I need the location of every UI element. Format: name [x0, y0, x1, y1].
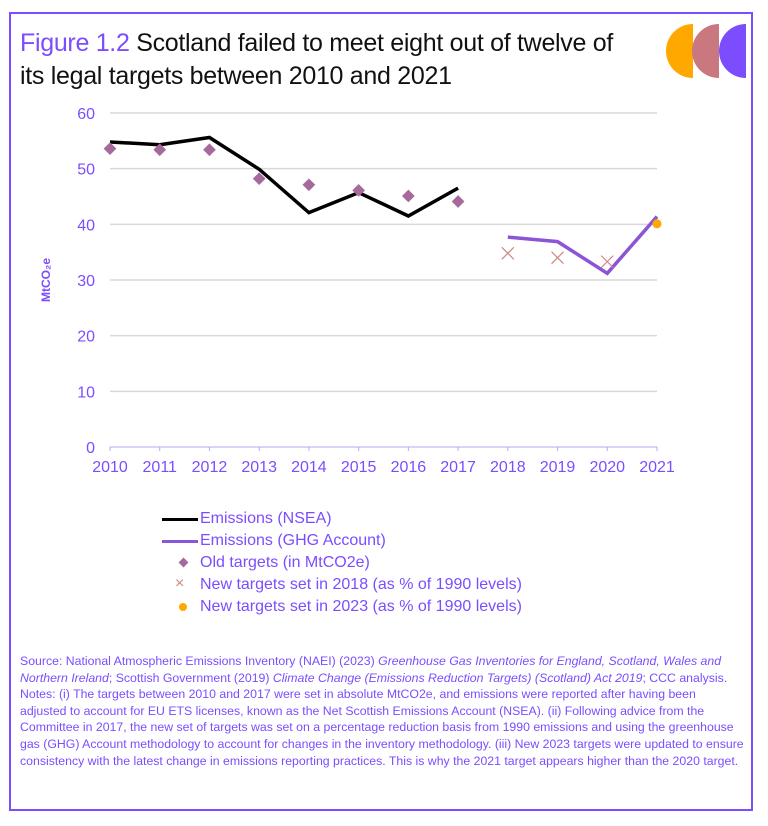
x-tick-label: 2019 — [540, 459, 576, 476]
data-point-cross — [551, 251, 564, 265]
notes-text: Notes: (i) The targets between 2010 and … — [20, 687, 744, 768]
source-text: Source: National Atmospheric Emissions I… — [20, 654, 728, 685]
y-tick-label: 30 — [77, 273, 95, 290]
three-half-circles-logo-icon — [666, 24, 746, 78]
legend-label: Emissions (GHG Account) — [200, 532, 386, 549]
cross-stroke — [600, 255, 614, 269]
logo-half-circle-purple — [719, 24, 746, 78]
data-point-diamond — [103, 142, 117, 155]
legend-item-ghg: Emissions (GHG Account) — [160, 530, 522, 552]
y-tick-label: 50 — [77, 162, 95, 179]
legend-item-2023-targets: New targets set in 2023 (as % of 1990 le… — [160, 596, 522, 618]
series-line — [109, 135, 459, 218]
logo-half-circle-orange — [666, 24, 693, 78]
series-1 — [507, 215, 659, 276]
figure-title-text: Scotland failed to meet eight out of twe… — [20, 29, 613, 90]
data-point-diamond — [401, 189, 415, 203]
x-tick-label: 2020 — [589, 459, 625, 476]
figure-frame — [9, 12, 753, 811]
data-point-diamond — [203, 143, 216, 157]
legend-item-nsea: Emissions (NSEA) — [160, 508, 522, 530]
x-tick-label: 2015 — [341, 459, 377, 476]
x-tick-label: 2021 — [639, 459, 675, 476]
series-0 — [109, 135, 459, 218]
diamond-icon — [178, 557, 189, 568]
data-point-diamond — [451, 195, 465, 208]
purple-line-icon — [162, 540, 198, 543]
y-tick-labels: 0 10 20 30 40 50 60 — [77, 106, 95, 457]
y-tick-label: 0 — [86, 440, 95, 457]
x-tick-label: 2014 — [291, 459, 327, 476]
legend-label: New targets set in 2018 (as % of 1990 le… — [200, 576, 522, 593]
figure-number: Figure 1.2 — [20, 29, 130, 57]
figure-title: Figure 1.2 Scotland failed to meet eight… — [20, 27, 640, 93]
x-tick-label: 2013 — [241, 459, 277, 476]
series-4 — [652, 219, 662, 229]
chart-legend: Emissions (NSEA) Emissions (GHG Account)… — [160, 508, 522, 618]
legend-label: Emissions (NSEA) — [200, 510, 332, 527]
y-axis-label: MtCO₂e — [39, 258, 53, 302]
x-tick-label: 2018 — [490, 459, 526, 476]
data-point-dot — [652, 219, 662, 229]
y-tick-label: 20 — [77, 329, 95, 346]
data-point-cross — [600, 255, 614, 269]
x-tick-labels: 2010 2011 2012 2013 2014 2015 2016 2017 2018 2019… — [92, 459, 675, 476]
cross-stroke — [501, 246, 515, 260]
legend-label: New targets set in 2023 (as % of 1990 le… — [200, 598, 522, 615]
x-tick-label: 2010 — [92, 459, 128, 476]
data-point-diamond — [153, 143, 167, 157]
data-point-diamond — [302, 178, 316, 192]
series-2 — [103, 142, 465, 208]
source-notes: Source: National Atmospheric Emissions I… — [20, 653, 745, 769]
x-tick-label: 2011 — [143, 459, 178, 476]
y-tick-label: 10 — [77, 384, 95, 401]
series-3 — [501, 246, 614, 269]
axes — [109, 446, 658, 451]
cross-stroke — [551, 251, 564, 265]
x-tick-label: 2012 — [192, 459, 228, 476]
x-tick-label: 2017 — [440, 459, 476, 476]
black-line-icon — [162, 518, 198, 521]
logo-half-circle-rose — [692, 24, 719, 78]
gridlines — [110, 112, 657, 393]
data-point-cross — [501, 246, 515, 260]
series-line — [507, 215, 659, 276]
x-tick-label: 2016 — [391, 459, 427, 476]
series-layer — [103, 135, 662, 276]
data-point-diamond — [252, 172, 266, 186]
legend-label: Old targets (in MtCO2e) — [200, 554, 370, 571]
y-tick-label: 40 — [77, 217, 95, 234]
dot-icon — [179, 603, 187, 611]
legend-item-old-targets: Old targets (in MtCO2e) — [160, 552, 522, 574]
legend-item-2018-targets: × New targets set in 2018 (as % of 1990 … — [160, 574, 522, 596]
y-tick-label: 60 — [77, 106, 95, 123]
data-point-diamond — [352, 184, 366, 197]
cross-icon: × — [175, 575, 185, 592]
